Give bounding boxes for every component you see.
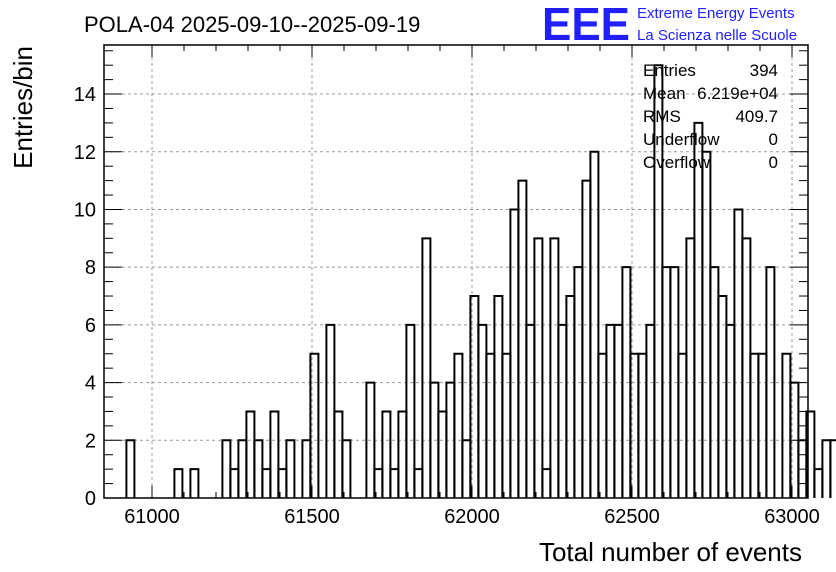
histogram-bar — [725, 323, 736, 498]
histogram-bar — [269, 410, 280, 498]
stats-value: 394 — [750, 61, 778, 80]
histogram-bar — [365, 381, 376, 498]
stats-label: Underflow — [643, 130, 720, 149]
y-tick-label: 6 — [85, 315, 96, 337]
histogram-bar — [525, 323, 536, 498]
histogram-bar — [517, 179, 528, 498]
stats-label: Mean — [643, 84, 686, 103]
histogram-bar — [485, 352, 496, 498]
y-tick-label: 4 — [85, 373, 96, 395]
histogram-bar — [605, 323, 616, 498]
y-tick-label: 8 — [85, 257, 96, 279]
histogram-bar — [637, 352, 648, 498]
histogram-bar — [509, 208, 520, 498]
histogram-bar — [189, 468, 200, 498]
stats-box: Entries 394 Mean 6.219e+04 RMS 409.7 Underflow… — [643, 61, 778, 172]
stats-value: 0 — [769, 130, 778, 149]
x-tick-label: 63000 — [764, 506, 820, 528]
logo-line-2: La Scienza nelle Scuole — [637, 27, 797, 44]
histogram-bar — [405, 323, 416, 498]
histogram-bar — [645, 323, 656, 498]
histogram-bar — [413, 468, 424, 498]
histogram-bar — [285, 439, 296, 498]
histogram-bar — [341, 439, 352, 498]
histogram-bars — [125, 64, 836, 498]
y-tick-labels: 0 2 4 6 8 10 12 14 — [74, 84, 96, 510]
histogram-bar — [597, 352, 608, 498]
x-tick-label: 62500 — [604, 506, 660, 528]
histogram-bar — [717, 295, 728, 498]
eee-logo: EEE Extreme Energy Events La Scienza nel… — [542, 0, 797, 50]
histogram-bar — [557, 323, 568, 498]
histogram-bar — [389, 468, 400, 498]
histogram-bar — [589, 150, 600, 498]
x-tick-labels: 61000 61500 62000 62500 63000 — [124, 506, 820, 528]
histogram-bar — [581, 179, 592, 498]
histogram-bar — [221, 439, 232, 498]
histogram-bar — [613, 323, 624, 498]
histogram-bar — [533, 237, 544, 498]
histogram-bar — [333, 410, 344, 498]
histogram-bar — [437, 410, 448, 498]
histogram-bar — [541, 468, 552, 498]
histogram-bar — [381, 410, 392, 498]
y-tick-label: 12 — [74, 142, 96, 164]
histogram-bar — [693, 121, 704, 498]
histogram-bar — [261, 468, 272, 498]
y-tick-label: 2 — [85, 430, 96, 452]
histogram-bar — [685, 237, 696, 498]
histogram-bar — [829, 439, 836, 498]
x-axis-title: Total number of events — [539, 537, 802, 567]
histogram-bar — [245, 410, 256, 498]
histogram-bar — [397, 410, 408, 498]
histogram-bar — [677, 352, 688, 498]
histogram-bar — [461, 439, 472, 498]
histogram-bar — [757, 352, 768, 498]
x-tick-label: 61000 — [124, 506, 180, 528]
stats-value: 0 — [769, 153, 778, 172]
y-tick-label: 0 — [85, 488, 96, 510]
x-tick-label: 62000 — [444, 506, 500, 528]
histogram-bar — [325, 323, 336, 498]
logo-line-1: Extreme Energy Events — [637, 5, 795, 22]
histogram-bar — [237, 439, 248, 498]
histogram-bar — [453, 352, 464, 498]
axis-ticks — [104, 45, 808, 499]
histogram-bar — [733, 208, 744, 498]
histogram-bar — [421, 237, 432, 498]
stats-label: RMS — [643, 107, 681, 126]
histogram-bar — [229, 468, 240, 498]
histogram-bar — [781, 352, 792, 498]
y-tick-label: 10 — [74, 199, 96, 221]
histogram-bar — [253, 439, 264, 498]
stats-label: Overflow — [643, 153, 711, 172]
histogram-bar — [493, 295, 504, 498]
histogram-bar — [813, 468, 824, 498]
histogram-bar — [301, 439, 312, 498]
x-tick-label: 61500 — [284, 506, 340, 528]
histogram-bar — [549, 237, 560, 498]
histogram-bar — [477, 323, 488, 498]
histogram-bar — [173, 468, 184, 498]
stats-label: Entries — [643, 61, 696, 80]
stats-value: 6.219e+04 — [697, 84, 778, 103]
chart-title: POLA-04 2025-09-10--2025-09-19 — [84, 12, 420, 37]
histogram-bar — [749, 352, 760, 498]
histogram-bar — [309, 352, 320, 498]
histogram-bar — [501, 352, 512, 498]
histogram-bar — [565, 295, 576, 498]
histogram-bar — [741, 237, 752, 498]
plot-frame — [103, 44, 809, 499]
logo-mark: EEE — [542, 0, 630, 50]
histogram-bar — [765, 266, 776, 498]
y-tick-label: 14 — [74, 84, 96, 106]
stats-value: 409.7 — [735, 107, 778, 126]
histogram-bar — [821, 439, 832, 498]
y-axis-title: Entries/bin — [8, 46, 38, 169]
histogram-bar — [125, 439, 136, 498]
